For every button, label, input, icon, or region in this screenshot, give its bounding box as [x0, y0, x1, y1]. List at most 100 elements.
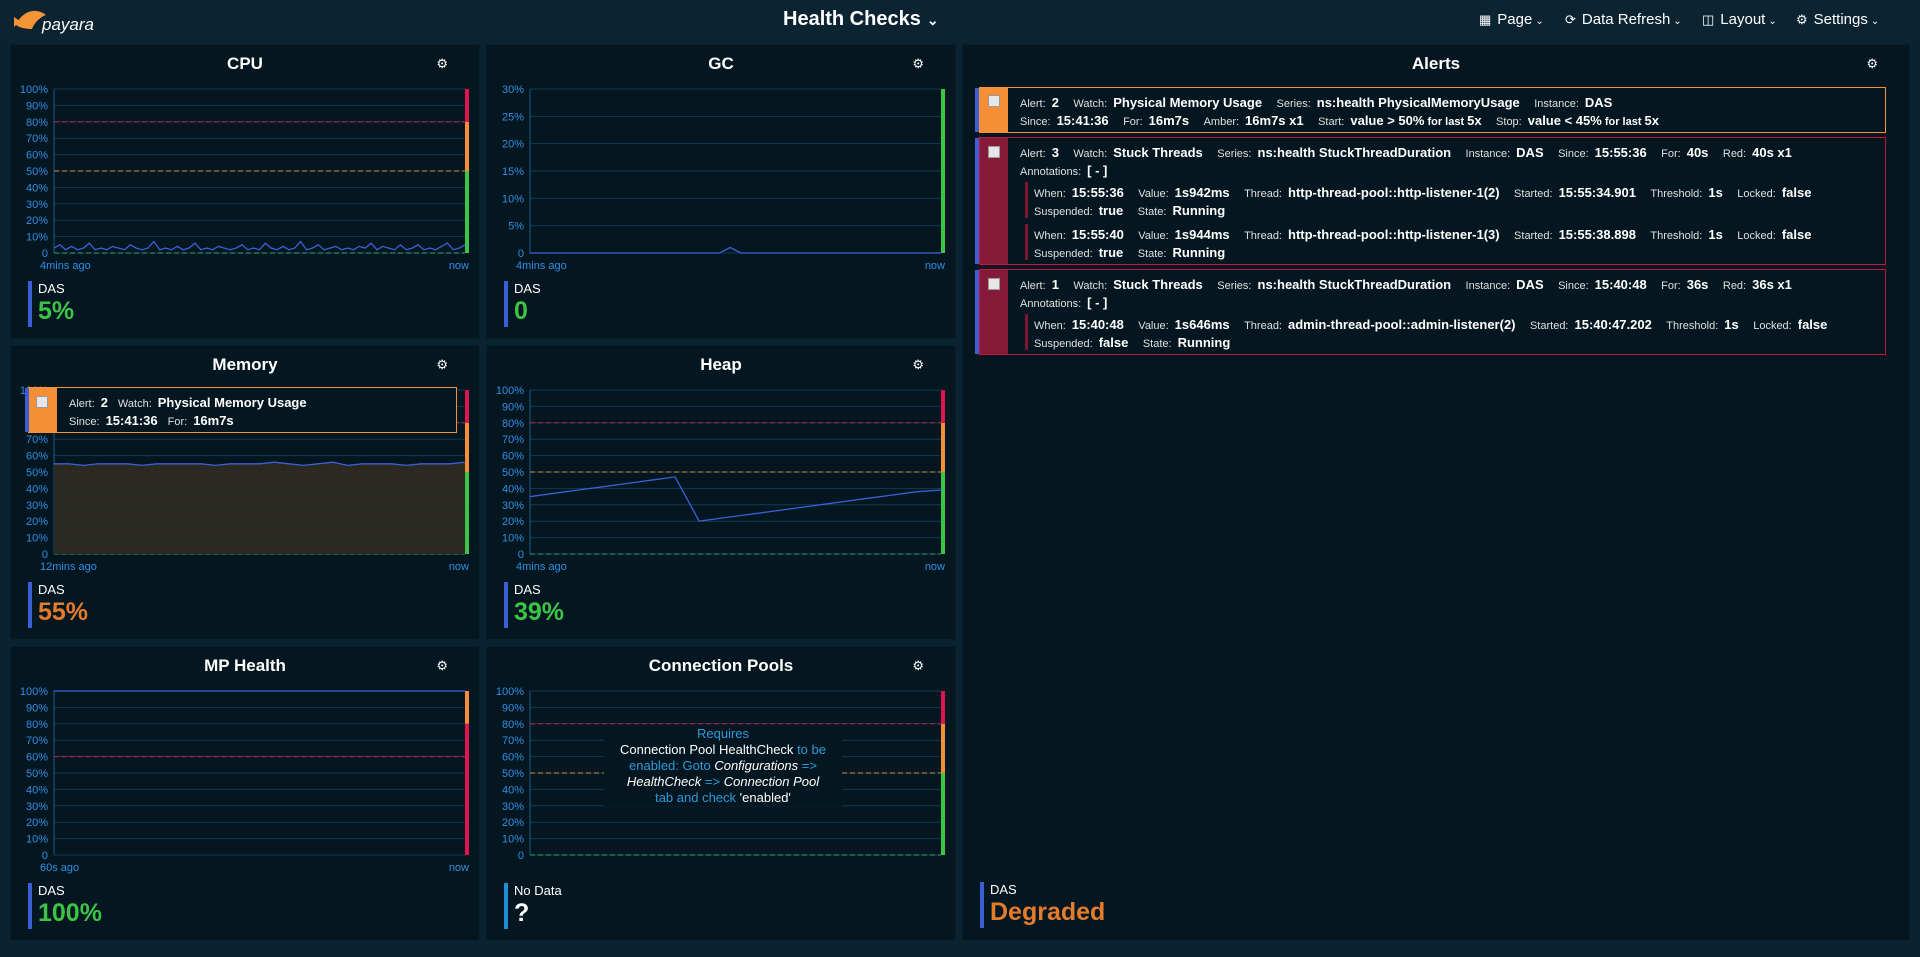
y-tick-label: 30% [26, 199, 48, 211]
data-point [411, 247, 413, 249]
memory-title: Memory [212, 355, 278, 374]
data-point [856, 252, 858, 254]
msg-tab: tab and check [655, 790, 737, 805]
payara-fish-logo[interactable]: payara [12, 3, 102, 37]
legend-color-bar [28, 883, 32, 929]
x-end-label: now [925, 260, 945, 272]
data-refresh-menu[interactable]: ⟳ Data Refresh ⌄ [1565, 11, 1682, 28]
watch-label: Watch: [1073, 98, 1108, 110]
gear-icon[interactable]: ⚙ [912, 357, 924, 372]
memory-alert-popup[interactable]: Alert: 2 Watch: Physical Memory Usage Since… [25, 387, 457, 433]
series-line [529, 476, 942, 522]
page-menu-label: Page [1497, 11, 1533, 28]
gear-icon[interactable]: ⚙ [436, 357, 448, 372]
annotations-label: Annotations: [1020, 166, 1082, 178]
data-point [229, 249, 231, 251]
layout-menu[interactable]: ◫ Layout ⌄ [1702, 11, 1777, 28]
page-menu[interactable]: ▦ Page ⌄ [1479, 11, 1544, 28]
started-label: Started: [1529, 320, 1569, 332]
state-value: Running [1172, 245, 1226, 260]
alert-checkbox[interactable] [988, 95, 1000, 107]
heap-value: 39% [514, 598, 565, 626]
page-title[interactable]: Health Checks ⌄ [783, 8, 939, 31]
data-point [908, 252, 910, 254]
data-point [626, 482, 628, 485]
alert-item[interactable]: Alert: 1 Watch: Stuck Threads Series: ns:he… [975, 269, 1886, 355]
data-point [435, 249, 437, 251]
data-point [135, 247, 137, 249]
data-point [382, 690, 384, 692]
data-point [650, 479, 652, 481]
annotations-toggle[interactable]: [ - ] [1087, 163, 1108, 178]
y-tick-label: 60% [502, 451, 524, 463]
data-point [94, 690, 96, 692]
alert-item[interactable]: Alert: 2 Watch: Physical Memory Usage Seri… [975, 87, 1886, 133]
suspended-value: true [1098, 245, 1124, 260]
gear-icon[interactable]: ⚙ [912, 56, 924, 71]
gear-icon: ⚙ [1796, 12, 1808, 27]
data-point [294, 247, 296, 249]
alert-item[interactable]: Alert: 3 Watch: Stuck Threads Series: ns:he… [975, 137, 1886, 265]
y-tick-label: 15% [502, 166, 524, 178]
x-start-label: 4mins ago [516, 561, 567, 573]
annotation-entry: When: 15:55:36 Value: 1s942ms Thread: http-… [1025, 182, 1811, 218]
gear-icon[interactable]: ⚙ [436, 658, 448, 673]
alert-id: 3 [1051, 145, 1059, 160]
suspended-label: Suspended: [1034, 206, 1093, 218]
data-point [341, 249, 343, 251]
data-point [361, 463, 363, 465]
data-point [123, 249, 126, 251]
y-tick-label: 80% [26, 719, 48, 731]
gear-icon[interactable]: ⚙ [912, 658, 924, 673]
for-value: 36s [1686, 277, 1709, 292]
watch-name: Stuck Threads [1113, 277, 1203, 292]
locked-label: Locked: [1737, 188, 1776, 200]
data-point [429, 247, 431, 249]
msg-config: Configurations [714, 758, 799, 773]
alert-checkbox[interactable] [36, 396, 48, 408]
for-value: 16m7s [1148, 113, 1190, 128]
thread-label: Thread: [1244, 188, 1282, 200]
state-label: State: [1137, 248, 1167, 260]
data-point [603, 252, 605, 254]
threshold-label: Threshold: [1666, 320, 1719, 332]
amber-band [941, 422, 945, 472]
instance-name: DAS [38, 582, 65, 597]
data-point [258, 249, 261, 251]
series-area [54, 462, 465, 554]
data-point [698, 252, 700, 254]
gear-icon[interactable]: ⚙ [436, 56, 448, 71]
data-point [276, 249, 278, 251]
data-point [388, 247, 390, 249]
legend-color-bar [504, 281, 508, 327]
alert-checkbox[interactable] [988, 146, 1000, 158]
data-point [898, 252, 900, 254]
settings-menu[interactable]: ⚙ Settings ⌄ [1796, 11, 1879, 28]
data-point [176, 690, 178, 692]
annotations-toggle[interactable]: [ - ] [1087, 295, 1108, 310]
data-point [68, 463, 70, 465]
x-end-label: now [449, 561, 469, 573]
green-band [465, 472, 469, 554]
value-value: 1s646ms [1174, 317, 1230, 332]
instance-label: Instance: [1465, 148, 1511, 160]
data-point [346, 247, 349, 249]
data-point [919, 252, 921, 254]
alert-checkbox[interactable] [988, 278, 1000, 290]
gear-icon[interactable]: ⚙ [1866, 56, 1878, 71]
data-point [358, 245, 360, 248]
data-point [159, 249, 161, 251]
data-point [645, 252, 647, 254]
state-label: State: [1137, 206, 1167, 218]
data-point [176, 245, 178, 248]
data-point [676, 252, 679, 254]
y-tick-label: 70% [502, 735, 524, 747]
heap-panel: Heap ⚙ 100% 90% 80% 70% 60% 50% 40% 30% 20% 10% 0 4… [486, 345, 956, 640]
instance-value: DAS [1584, 95, 1613, 110]
watch-label: Watch: [117, 398, 152, 410]
y-tick-label: 100% [496, 686, 524, 698]
data-point [147, 247, 149, 249]
layout-icon: ◫ [1702, 12, 1715, 27]
